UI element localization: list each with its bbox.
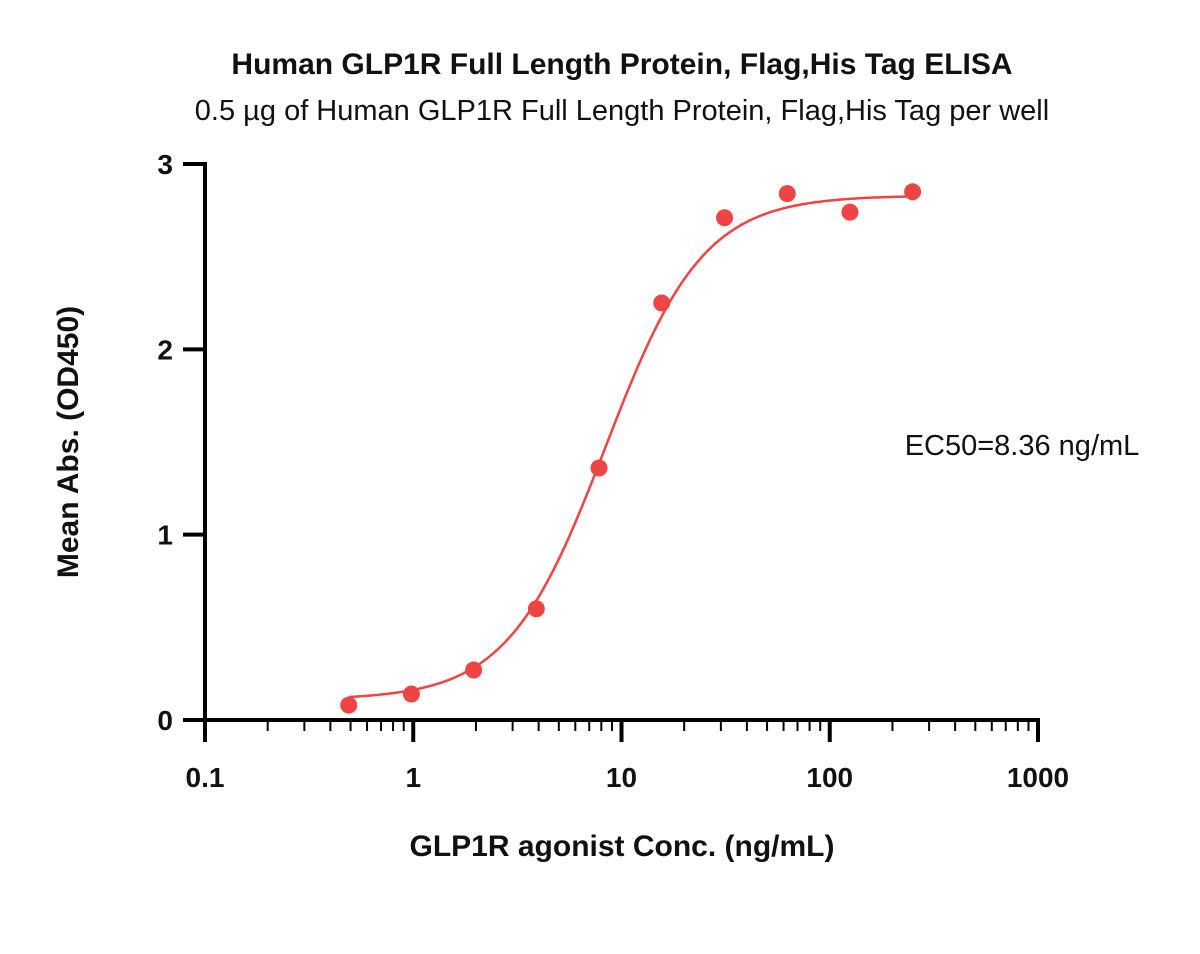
y-tick-label: 1 (157, 520, 173, 551)
x-tick-label: 10 (606, 762, 637, 793)
y-tick-label: 0 (157, 705, 173, 736)
data-point (527, 600, 545, 618)
data-point (904, 183, 922, 201)
fit-curve (348, 195, 913, 699)
chart-title: Human GLP1R Full Length Protein, Flag,Hi… (231, 48, 1012, 81)
ec50-annotation: EC50=8.36 ng/mL (905, 430, 1140, 462)
data-point (402, 685, 420, 703)
x-tick-label: 100 (806, 762, 853, 793)
x-tick-label: 0.1 (186, 762, 225, 793)
x-axis-ticks: 0.1 1 10 100 1000 (186, 720, 1069, 793)
y-tick-label: 3 (157, 149, 173, 180)
data-points (340, 183, 922, 714)
data-point (841, 203, 859, 221)
y-tick-label: 2 (157, 334, 173, 365)
chart-subtitle: 0.5 µg of Human GLP1R Full Length Protei… (195, 95, 1049, 127)
data-point (653, 294, 671, 312)
y-axis-ticks: 0 1 2 3 (157, 149, 205, 736)
data-point (465, 661, 483, 679)
data-point (716, 209, 734, 227)
x-tick-label: 1000 (1007, 762, 1069, 793)
data-point (340, 696, 358, 714)
x-tick-label: 1 (405, 762, 421, 793)
y-axis-label: Mean Abs. (OD450) (52, 306, 85, 578)
fit-curve-group (348, 195, 913, 699)
x-axis-label: GLP1R agonist Conc. (ng/mL) (410, 830, 835, 863)
data-point (778, 185, 796, 203)
data-point (590, 459, 608, 477)
